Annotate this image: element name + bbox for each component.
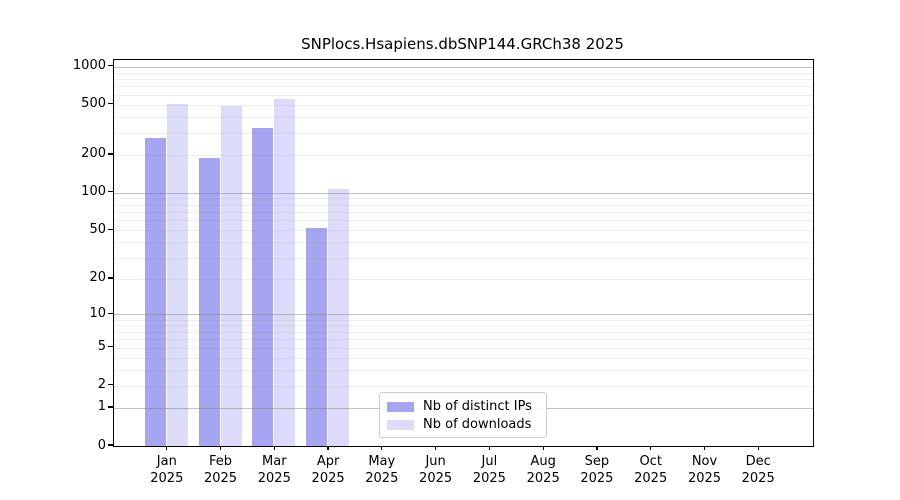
bar-downloads: [166, 104, 188, 446]
y-axis-tick-label: 20: [89, 270, 106, 286]
gridline-minor: [114, 230, 813, 232]
y-axis-tick-label: 100: [81, 184, 106, 200]
x-axis-tick-label: Sep 2025: [580, 454, 614, 486]
y-axis-tick-label: 200: [81, 146, 106, 162]
gridline-minor: [114, 331, 813, 333]
gridline-major: [114, 192, 813, 194]
x-tick-mark: [542, 446, 544, 451]
gridline-minor: [114, 154, 813, 156]
y-tick-mark: [108, 65, 113, 67]
gridline-minor: [114, 220, 813, 222]
y-tick-mark: [108, 384, 113, 386]
y-tick-mark: [108, 406, 113, 408]
legend-item-downloads: Nb of downloads: [387, 416, 538, 433]
y-tick-mark: [108, 103, 113, 105]
gridline-minor: [114, 319, 813, 321]
bar-distinct-ips: [306, 228, 328, 446]
gridline-minor: [114, 369, 813, 371]
bar-distinct-ips: [252, 127, 274, 446]
x-tick-mark: [434, 446, 437, 451]
gridline-minor: [114, 198, 813, 200]
y-tick-mark: [108, 444, 113, 446]
x-tick-mark: [650, 446, 652, 451]
chart-title: SNPlocs.Hsapiens.dbSNP144.GRCh38 2025: [301, 35, 624, 53]
x-axis-tick-label: Nov 2025: [687, 454, 722, 486]
x-axis-tick-label: Dec 2025: [741, 454, 775, 486]
legend-label-distinct-ips: Nb of distinct IPs: [423, 399, 532, 414]
gridline-minor: [114, 72, 813, 74]
y-tick-mark: [108, 228, 113, 230]
x-axis-tick-label: Aug 2025: [526, 454, 560, 486]
y-axis-tick-label: 5: [97, 339, 106, 355]
gridline-minor: [114, 257, 813, 259]
y-axis-tick-label: 10: [89, 305, 106, 321]
gridline-minor: [114, 339, 813, 341]
y-axis-tick-label: 0: [97, 437, 106, 453]
gridline-minor: [114, 385, 813, 387]
y-tick-mark: [108, 153, 113, 155]
gridline-minor: [114, 357, 813, 359]
bar-downloads: [328, 188, 350, 446]
y-tick-mark: [108, 312, 113, 315]
x-axis-tick-label: Apr 2025: [311, 454, 345, 486]
x-tick-mark: [488, 446, 491, 451]
y-tick-mark: [108, 277, 113, 279]
y-axis-tick-label: 1: [97, 399, 106, 415]
x-axis-tick-label: Oct 2025: [634, 454, 668, 486]
x-axis-tick-label: Jul 2025: [472, 454, 506, 486]
bar-downloads: [220, 105, 242, 446]
gridline-minor: [114, 117, 813, 118]
gridline-minor: [114, 278, 813, 280]
gridline-minor: [114, 104, 813, 106]
gridline-minor: [114, 94, 813, 96]
y-axis-tick-label: 1000: [72, 58, 106, 74]
x-tick-mark: [381, 446, 383, 451]
gridline-minor: [114, 79, 813, 80]
x-tick-mark: [273, 446, 275, 451]
bar-distinct-ips: [144, 137, 166, 446]
x-tick-mark: [596, 446, 598, 451]
gridline-minor: [114, 325, 813, 327]
y-axis-tick-label: 500: [81, 96, 106, 112]
bar-downloads: [274, 98, 296, 446]
x-axis-tick-label: May 2025: [365, 454, 399, 486]
legend-swatch-downloads: [387, 419, 414, 430]
x-tick-mark: [703, 446, 706, 451]
x-tick-mark: [757, 446, 759, 451]
bar-distinct-ips: [198, 158, 220, 446]
gridline-minor: [114, 242, 813, 244]
legend-item-distinct-ips: Nb of distinct IPs: [387, 398, 538, 415]
legend: Nb of distinct IPs Nb of downloads: [379, 392, 547, 438]
x-axis-tick-label: Feb 2025: [203, 454, 238, 486]
x-axis-tick-label: Jun 2025: [419, 454, 453, 486]
gridline-minor: [114, 204, 813, 206]
x-tick-mark: [166, 446, 168, 451]
y-tick-mark: [108, 191, 113, 193]
gridline-minor: [114, 86, 813, 88]
gridline-minor: [114, 347, 813, 349]
legend-swatch-distinct-ips: [387, 401, 414, 412]
x-tick-mark: [327, 446, 329, 451]
legend-label-downloads: Nb of downloads: [423, 417, 532, 432]
x-axis-tick-label: Mar 2025: [257, 454, 291, 486]
x-axis-tick-label: Jan 2025: [150, 454, 184, 486]
y-tick-mark: [108, 345, 113, 348]
x-tick-mark: [219, 446, 222, 451]
gridline-minor: [114, 132, 813, 134]
plot-area: [113, 59, 814, 447]
gridline-major: [114, 314, 813, 316]
y-axis-tick-label: 2: [97, 377, 106, 393]
gridline-minor: [114, 212, 813, 213]
gridline-major: [114, 66, 813, 68]
y-axis-tick-label: 50: [89, 221, 106, 237]
